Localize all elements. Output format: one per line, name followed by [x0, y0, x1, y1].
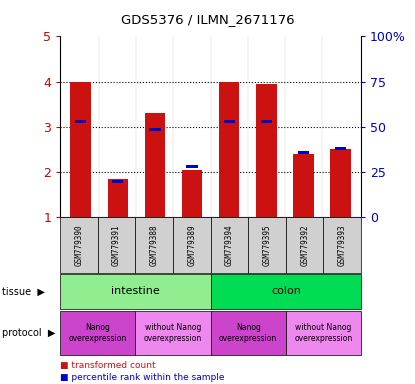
Text: colon: colon: [271, 286, 301, 296]
Bar: [107, 179, 128, 217]
Bar: [182, 170, 202, 217]
Text: Nanog
overexpression: Nanog overexpression: [219, 323, 277, 343]
Bar: [224, 120, 235, 123]
Text: GSM779393: GSM779393: [338, 224, 347, 266]
Text: GSM779395: GSM779395: [263, 224, 271, 266]
Bar: [330, 149, 351, 217]
Text: GSM779391: GSM779391: [112, 224, 121, 266]
Text: GSM779392: GSM779392: [300, 224, 309, 266]
Text: ■ percentile rank within the sample: ■ percentile rank within the sample: [60, 372, 225, 382]
Bar: [293, 154, 314, 217]
Text: intestine: intestine: [111, 286, 160, 296]
Text: without Nanog
overexpression: without Nanog overexpression: [144, 323, 202, 343]
Text: GSM779389: GSM779389: [187, 224, 196, 266]
Bar: [298, 151, 309, 154]
Text: GSM779394: GSM779394: [225, 224, 234, 266]
Bar: [75, 120, 86, 123]
Bar: [256, 84, 276, 217]
Text: Nanog
overexpression: Nanog overexpression: [68, 323, 127, 343]
Text: GDS5376 / ILMN_2671176: GDS5376 / ILMN_2671176: [121, 13, 294, 26]
Bar: [219, 82, 239, 217]
Bar: [261, 120, 272, 123]
Bar: [112, 180, 123, 183]
Text: ■ transformed count: ■ transformed count: [60, 361, 156, 370]
Bar: [71, 82, 91, 217]
Text: protocol  ▶: protocol ▶: [2, 328, 56, 338]
Text: GSM779388: GSM779388: [150, 224, 159, 266]
Bar: [149, 128, 161, 131]
Bar: [335, 147, 346, 150]
Bar: [145, 113, 165, 217]
Bar: [186, 165, 198, 168]
Text: without Nanog
overexpression: without Nanog overexpression: [294, 323, 353, 343]
Text: GSM779390: GSM779390: [74, 224, 83, 266]
Text: tissue  ▶: tissue ▶: [2, 286, 45, 296]
